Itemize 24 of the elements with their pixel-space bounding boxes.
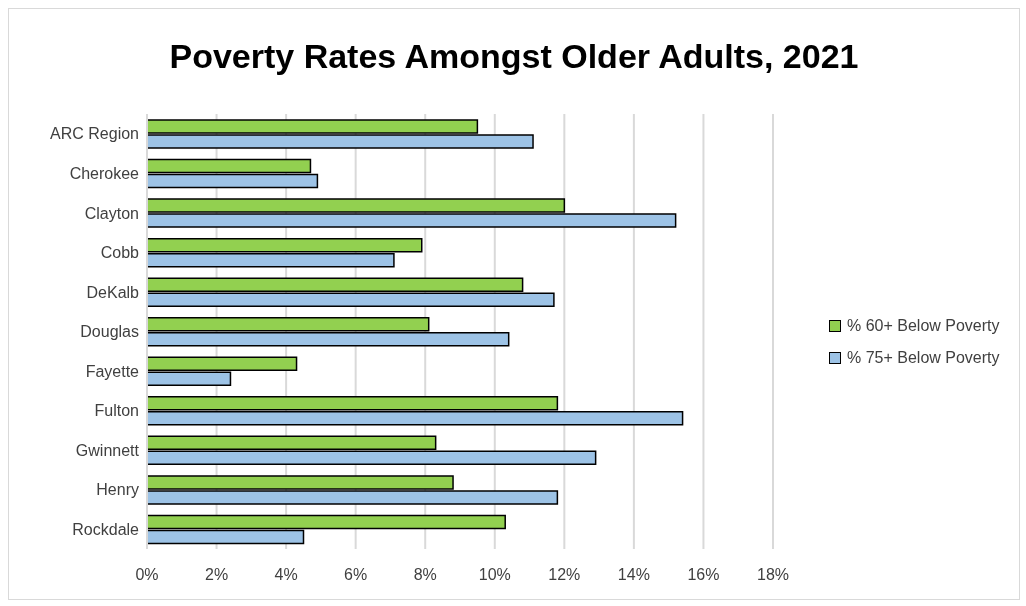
y-tick-label: ARC Region <box>50 125 139 143</box>
legend-label: % 60+ Below Poverty <box>847 317 1000 335</box>
x-tick-label: 12% <box>548 566 581 584</box>
y-tick-label: Fulton <box>94 402 139 420</box>
y-tick-label: Rockdale <box>72 520 140 538</box>
y-tick-label: DeKalb <box>86 283 140 301</box>
y-tick-label: Cherokee <box>69 165 140 182</box>
x-tick-label: 8% <box>413 566 437 584</box>
chart-title: Poverty Rates Amongst Older Adults, 2021 <box>168 37 860 76</box>
x-tick-label: 4% <box>274 566 298 584</box>
x-tick-label: 18% <box>756 566 790 584</box>
x-tick-label: 14% <box>617 566 650 584</box>
x-tick-label: 0% <box>135 566 159 584</box>
y-tick-label: Clayton <box>84 204 139 222</box>
y-tick-label: Fayette <box>85 362 140 380</box>
x-tick-label: 10% <box>478 566 511 584</box>
y-tick-label: Cobb <box>100 244 140 262</box>
y-tick-label: Douglas <box>80 323 139 341</box>
x-tick-label: 6% <box>344 566 368 584</box>
y-tick-label: Gwinnett <box>75 441 140 459</box>
y-tick-label: Henry <box>96 481 139 499</box>
legend-label: % 75+ Below Poverty <box>847 349 1000 367</box>
x-tick-label: 16% <box>687 566 720 584</box>
x-tick-label: 2% <box>204 566 229 584</box>
